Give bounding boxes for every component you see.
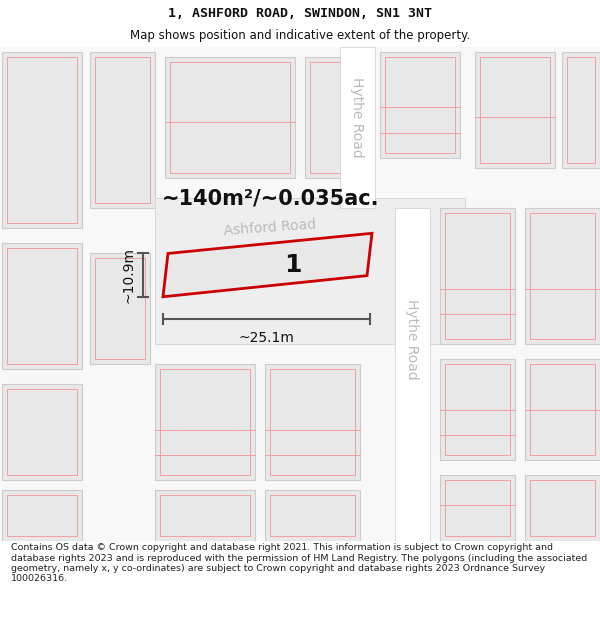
- Bar: [170, 62, 290, 173]
- Text: Hythe Road: Hythe Road: [405, 299, 419, 379]
- Bar: [7, 495, 77, 536]
- Bar: [160, 495, 250, 536]
- Bar: [480, 57, 550, 162]
- Bar: [2, 243, 82, 369]
- Bar: [95, 259, 145, 359]
- Bar: [7, 248, 77, 364]
- Text: ~140m²/~0.035ac.: ~140m²/~0.035ac.: [161, 188, 379, 208]
- Bar: [440, 359, 515, 460]
- Bar: [562, 52, 600, 168]
- Polygon shape: [340, 47, 375, 208]
- Bar: [440, 208, 515, 344]
- Bar: [525, 475, 600, 541]
- Bar: [155, 364, 255, 480]
- Text: Contains OS data © Crown copyright and database right 2021. This information is : Contains OS data © Crown copyright and d…: [11, 543, 587, 583]
- Bar: [2, 52, 82, 228]
- Text: Hythe Road: Hythe Road: [350, 77, 364, 158]
- Bar: [2, 384, 82, 480]
- Bar: [445, 364, 510, 455]
- Text: 1, ASHFORD ROAD, SWINDON, SN1 3NT: 1, ASHFORD ROAD, SWINDON, SN1 3NT: [168, 7, 432, 19]
- Bar: [440, 475, 515, 541]
- Bar: [530, 480, 595, 536]
- Bar: [525, 359, 600, 460]
- Bar: [155, 198, 465, 344]
- Bar: [265, 364, 360, 480]
- Bar: [2, 490, 82, 541]
- Bar: [380, 52, 460, 158]
- Text: ~25.1m: ~25.1m: [239, 331, 295, 345]
- Polygon shape: [395, 208, 430, 541]
- Bar: [525, 208, 600, 344]
- Bar: [445, 213, 510, 339]
- Bar: [165, 57, 295, 178]
- Bar: [160, 369, 250, 475]
- Bar: [90, 254, 150, 364]
- Bar: [265, 490, 360, 541]
- Bar: [310, 62, 350, 173]
- Text: Map shows position and indicative extent of the property.: Map shows position and indicative extent…: [130, 29, 470, 42]
- Bar: [445, 480, 510, 536]
- Bar: [95, 57, 150, 203]
- Bar: [305, 57, 355, 178]
- Bar: [385, 57, 455, 152]
- Bar: [155, 198, 465, 344]
- Bar: [530, 213, 595, 339]
- Polygon shape: [163, 233, 372, 297]
- Bar: [7, 389, 77, 475]
- Bar: [530, 364, 595, 455]
- Text: 1: 1: [284, 253, 301, 277]
- Bar: [567, 57, 595, 162]
- Bar: [270, 495, 355, 536]
- Text: ~10.9m: ~10.9m: [121, 247, 135, 303]
- Bar: [270, 369, 355, 475]
- Bar: [90, 52, 155, 208]
- Text: Ashford Road: Ashford Road: [223, 218, 317, 239]
- Bar: [155, 490, 255, 541]
- Bar: [475, 52, 555, 168]
- Bar: [7, 57, 77, 223]
